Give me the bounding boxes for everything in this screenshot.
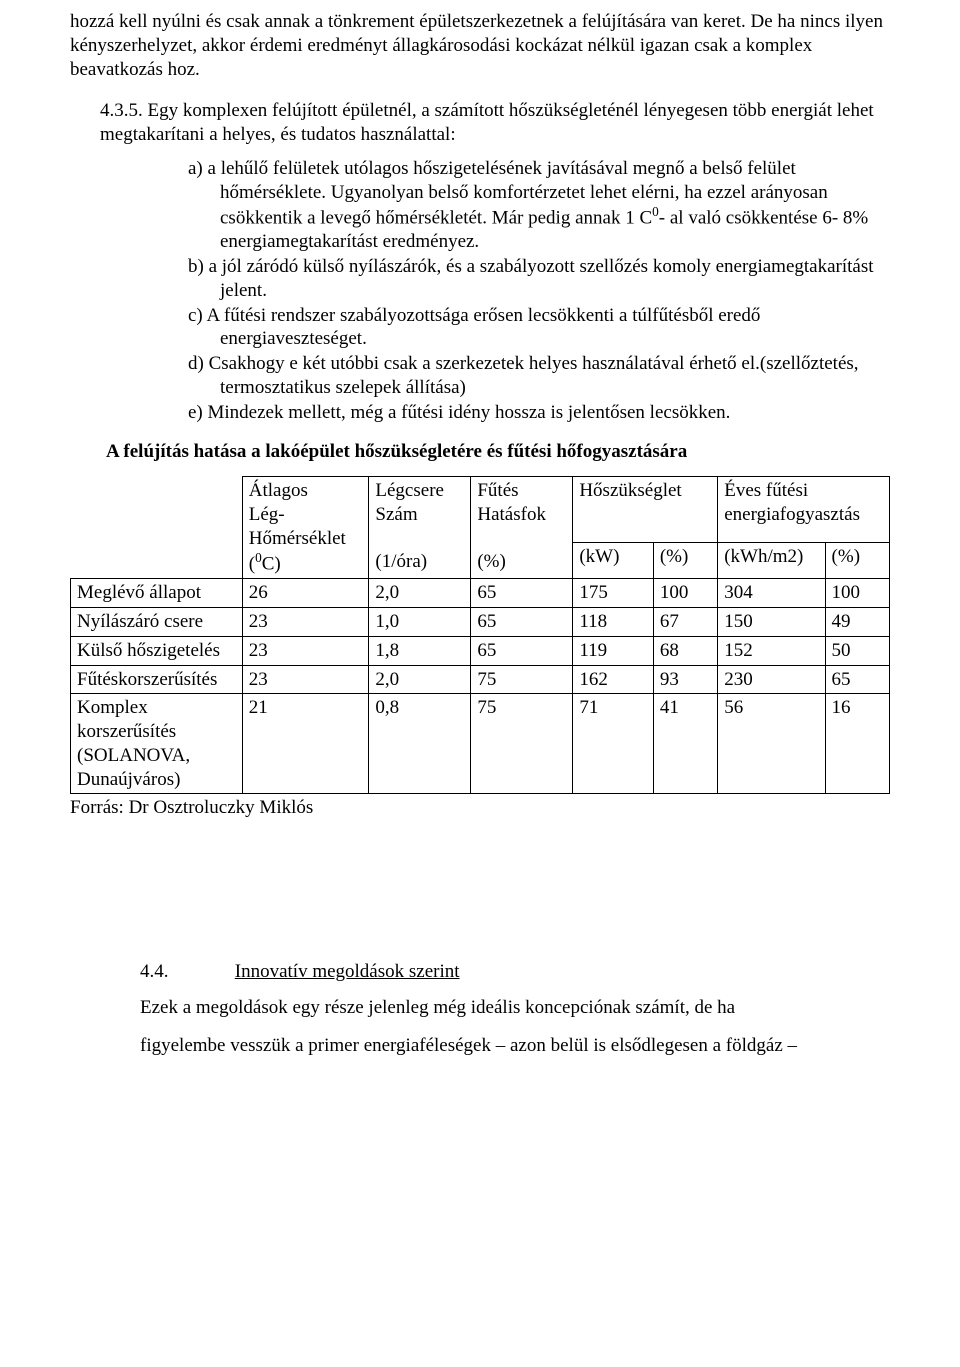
th-ae-l2: Szám xyxy=(375,504,417,525)
item-b: b) a jól záródó külső nyílászárók, és a … xyxy=(188,255,890,303)
th-heating-eff: Fűtés Hatásfok (%) xyxy=(471,477,573,579)
table-source: Forrás: Dr Osztroluczky Miklós xyxy=(70,796,890,820)
cell: 65 xyxy=(825,665,889,694)
cell: 118 xyxy=(573,608,654,637)
clause-435-number: 4.3.5. Egy komplexen felújított épületné… xyxy=(70,99,890,147)
section-4-4-heading: 4.4. Innovatív megoldások szerint xyxy=(140,960,890,984)
renovation-effect-table: Átlagos Lég- Hőmérséklet (0C) Légcsere S… xyxy=(70,476,890,794)
th-kwhm2: (kWh/m2) xyxy=(718,543,825,579)
row-label: Nyílászáró csere xyxy=(71,608,243,637)
cell: 16 xyxy=(825,694,889,794)
th-heat-demand: Hőszükséglet xyxy=(573,477,718,543)
table-subtitle: A felújítás hatása a lakóépület hőszüksé… xyxy=(106,440,890,464)
cell: 21 xyxy=(242,694,369,794)
section-4-4-title: Innovatív megoldások szerint xyxy=(235,961,460,982)
cell: 230 xyxy=(718,665,825,694)
table-row: Fűtéskorszerűsítés 23 2,0 75 162 93 230 … xyxy=(71,665,890,694)
cell: 75 xyxy=(471,694,573,794)
superscript-zero: 0 xyxy=(652,204,659,219)
cell: 23 xyxy=(242,608,369,637)
th-avg-temp-l1: Átlagos xyxy=(249,480,308,501)
cell: 1,8 xyxy=(369,636,471,665)
cell: 65 xyxy=(471,608,573,637)
th-ae-l1: Légcsere xyxy=(375,480,444,501)
cell: 56 xyxy=(718,694,825,794)
cell: 152 xyxy=(718,636,825,665)
cell: 150 xyxy=(718,608,825,637)
cell: 2,0 xyxy=(369,579,471,608)
th-avg-temp: Átlagos Lég- Hőmérséklet (0C) xyxy=(242,477,369,579)
cell: 119 xyxy=(573,636,654,665)
section-4-4: 4.4. Innovatív megoldások szerint Ezek a… xyxy=(70,960,890,1057)
cell: 68 xyxy=(653,636,717,665)
cell: 41 xyxy=(653,694,717,794)
cell: 0,8 xyxy=(369,694,471,794)
item-d: d) Csakhogy e két utóbbi csak a szerkeze… xyxy=(188,352,890,400)
clause-number-text: 4.3.5. xyxy=(100,100,143,121)
row-label: Külső hőszigetelés xyxy=(71,636,243,665)
section-4-4-p2: figyelembe vesszük a primer energiaféles… xyxy=(140,1034,890,1058)
th-ae-l3: (1/óra) xyxy=(375,551,427,572)
cell: 75 xyxy=(471,665,573,694)
section-4-4-number: 4.4. xyxy=(140,960,230,984)
th-he-l3: (%) xyxy=(477,551,505,572)
intro-paragraph: hozzá kell nyúlni és csak annak a tönkre… xyxy=(70,10,890,81)
cell: 71 xyxy=(573,694,654,794)
item-e: e) Mindezek mellett, még a fűtési idény … xyxy=(188,401,890,425)
cell: 175 xyxy=(573,579,654,608)
cell: 49 xyxy=(825,608,889,637)
cell: 93 xyxy=(653,665,717,694)
clause-lead-text: Egy komplexen felújított épületnél, a sz… xyxy=(100,100,874,145)
cell: 65 xyxy=(471,636,573,665)
row-label: Fűtéskorszerűsítés xyxy=(71,665,243,694)
cell: 23 xyxy=(242,665,369,694)
th-he-l1: Fűtés xyxy=(477,480,518,501)
table-row: Külső hőszigetelés 23 1,8 65 119 68 152 … xyxy=(71,636,890,665)
th-air-exchange: Légcsere Szám (1/óra) xyxy=(369,477,471,579)
cell: 67 xyxy=(653,608,717,637)
table-row: Nyílászáró csere 23 1,0 65 118 67 150 49 xyxy=(71,608,890,637)
th-pct2: (%) xyxy=(825,543,889,579)
th-annual-consumption: Éves fűtési energiafogyasztás xyxy=(718,477,890,543)
cell: 1,0 xyxy=(369,608,471,637)
cell: 23 xyxy=(242,636,369,665)
document-page: hozzá kell nyúlni és csak annak a tönkre… xyxy=(0,0,960,1101)
table-header-row-1: Átlagos Lég- Hőmérséklet (0C) Légcsere S… xyxy=(71,477,890,543)
cell: 65 xyxy=(471,579,573,608)
item-c: c) A fűtési rendszer szabályozottsága er… xyxy=(188,304,890,352)
row-label: Komplex korszerűsítés (SOLANOVA, Dunaújv… xyxy=(71,694,243,794)
superscript-zero-2: 0 xyxy=(255,550,262,565)
th-avg-temp-l4b: C) xyxy=(262,554,281,575)
cell: 26 xyxy=(242,579,369,608)
table-row: Komplex korszerűsítés (SOLANOVA, Dunaújv… xyxy=(71,694,890,794)
th-avg-temp-l2: Lég- xyxy=(249,504,285,525)
row-label: Meglévő állapot xyxy=(71,579,243,608)
th-pct1: (%) xyxy=(653,543,717,579)
item-a: a) a lehűlő felületek utólagos hőszigete… xyxy=(188,157,890,254)
intro-block: hozzá kell nyúlni és csak annak a tönkre… xyxy=(70,10,890,81)
cell: 100 xyxy=(653,579,717,608)
cell: 50 xyxy=(825,636,889,665)
cell: 162 xyxy=(573,665,654,694)
cell: 304 xyxy=(718,579,825,608)
th-he-l2: Hatásfok xyxy=(477,504,546,525)
th-kw: (kW) xyxy=(573,543,654,579)
section-4-4-p1: Ezek a megoldások egy része jelenleg még… xyxy=(140,996,890,1020)
cell: 2,0 xyxy=(369,665,471,694)
cell: 100 xyxy=(825,579,889,608)
clause-435-sublist: a) a lehűlő felületek utólagos hőszigete… xyxy=(70,157,890,425)
table-row: Meglévő állapot 26 2,0 65 175 100 304 10… xyxy=(71,579,890,608)
th-avg-temp-l3: Hőmérséklet xyxy=(249,528,346,549)
